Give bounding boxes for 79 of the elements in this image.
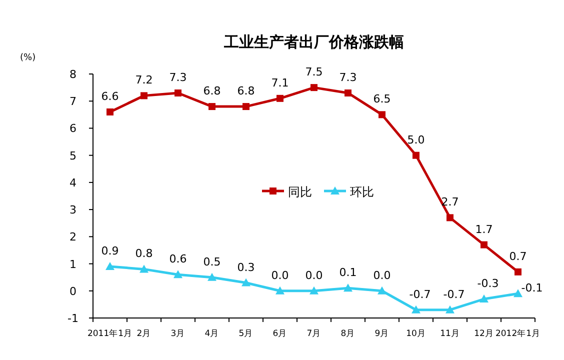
data-label: 7.1 xyxy=(271,76,289,90)
x-tick-label: 7月 xyxy=(306,329,322,339)
y-tick-label: 8 xyxy=(70,68,76,81)
data-label: 0.8 xyxy=(135,247,153,260)
data-label: 0.1 xyxy=(339,266,357,280)
point xyxy=(208,272,216,281)
data-label: 6.8 xyxy=(237,84,255,98)
x-tick-label: 5月 xyxy=(238,329,254,339)
point xyxy=(412,305,420,314)
legend-label: 同比 xyxy=(288,185,312,199)
data-label: 0.0 xyxy=(305,268,323,282)
x-tick-label: 9月 xyxy=(374,329,390,339)
x-tick-label: 10月 xyxy=(406,329,426,339)
x-tick-label: 4月 xyxy=(204,329,220,339)
data-label: 7.3 xyxy=(169,70,187,84)
y-tick-label: 0 xyxy=(70,284,76,298)
point xyxy=(480,294,488,303)
y-tick-label: 7 xyxy=(70,95,76,108)
point xyxy=(344,89,352,96)
chart-title: 工业生产者出厂价格涨跌幅 xyxy=(223,33,404,51)
x-tick-label: 2011年1月 xyxy=(87,328,133,339)
point xyxy=(106,262,114,270)
data-label: 0.0 xyxy=(271,268,289,282)
y-tick-label: 2 xyxy=(70,230,76,244)
data-label: 0.6 xyxy=(169,252,187,266)
data-label: 6.8 xyxy=(203,84,221,98)
x-tick-label: 6月 xyxy=(272,329,288,339)
point xyxy=(378,111,386,118)
point xyxy=(480,241,488,248)
point xyxy=(344,284,352,292)
y-tick-label: 1 xyxy=(70,258,76,271)
point xyxy=(276,286,284,294)
x-tick-label: 2月 xyxy=(136,329,152,339)
point xyxy=(310,286,318,294)
point xyxy=(242,278,250,286)
data-label: 0.9 xyxy=(101,244,119,258)
point xyxy=(378,286,386,294)
point xyxy=(514,268,522,276)
data-label: 0.3 xyxy=(237,260,255,274)
point xyxy=(310,84,318,92)
data-label: 0.0 xyxy=(373,268,391,282)
data-label: -0.3 xyxy=(477,277,499,290)
point xyxy=(446,305,454,314)
data-label: 6.5 xyxy=(373,92,391,106)
data-label: 5.0 xyxy=(407,133,425,146)
data-label: 2.7 xyxy=(441,196,459,209)
y-tick-label: 4 xyxy=(70,176,76,190)
data-label: 0.7 xyxy=(509,250,527,263)
data-label: -0.7 xyxy=(443,288,465,301)
data-label: 6.6 xyxy=(101,90,119,103)
point xyxy=(140,264,148,273)
point xyxy=(174,89,182,96)
data-label: 0.5 xyxy=(203,255,221,268)
legend-label: 环比 xyxy=(350,185,374,199)
point xyxy=(276,94,284,102)
point xyxy=(140,92,148,100)
data-label: 7.5 xyxy=(305,66,323,79)
data-label: 7.2 xyxy=(135,74,153,87)
y-tick-label: -1 xyxy=(68,312,78,325)
y-tick-label: 3 xyxy=(70,204,76,217)
data-label: -0.7 xyxy=(409,288,431,301)
x-tick-label: 11月 xyxy=(440,329,460,339)
point xyxy=(106,108,114,116)
data-label: 7.3 xyxy=(339,70,357,84)
x-tick-label: 12月 xyxy=(474,329,494,339)
data-label: -0.1 xyxy=(521,282,543,295)
point xyxy=(514,289,522,298)
point xyxy=(412,152,420,159)
point xyxy=(208,103,216,110)
y-tick-label: 6 xyxy=(70,122,76,136)
x-tick-label: 3月 xyxy=(170,329,186,339)
data-label: 1.7 xyxy=(475,222,493,236)
y-tick-label: 5 xyxy=(70,149,76,162)
x-tick-label: 8月 xyxy=(340,329,356,339)
point xyxy=(174,270,182,278)
y-axis-title: (%) xyxy=(20,53,36,63)
point xyxy=(242,103,250,110)
point xyxy=(446,214,454,222)
x-tick-label: 2012年1月 xyxy=(495,328,541,339)
